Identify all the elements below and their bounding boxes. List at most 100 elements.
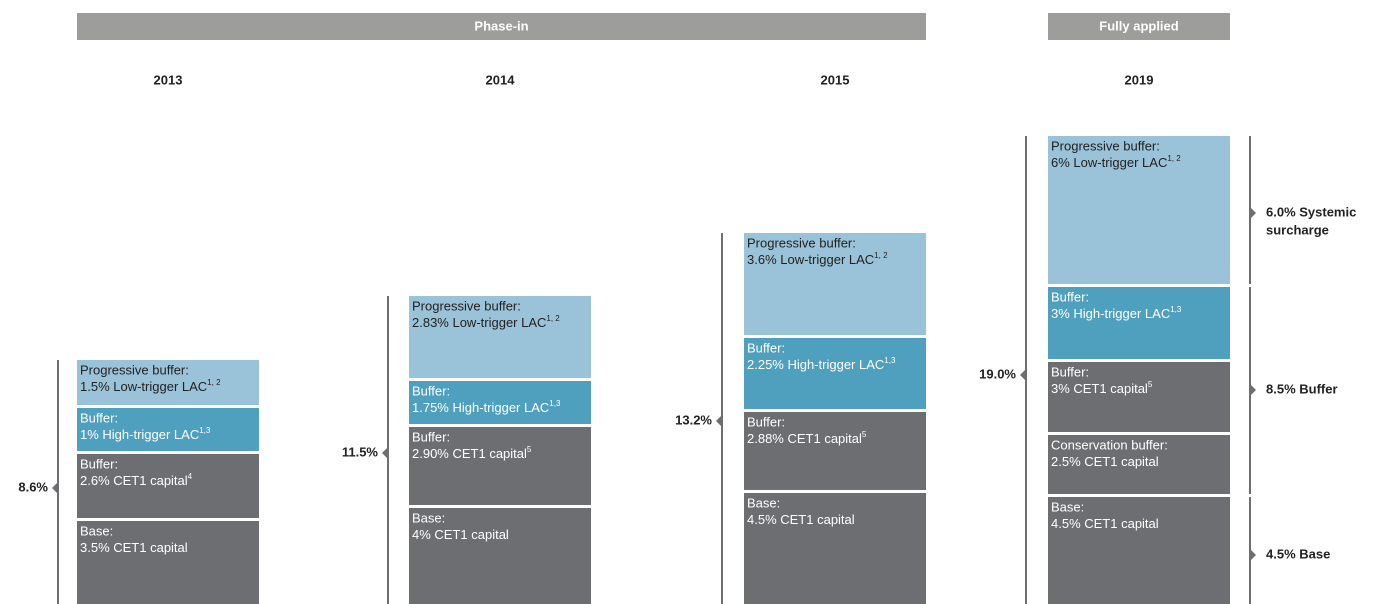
right-arrow (1250, 549, 1256, 561)
block (1048, 435, 1230, 494)
block (1048, 287, 1230, 359)
block (409, 427, 591, 505)
block-title: Buffer: (80, 456, 118, 471)
block-title: Base: (80, 523, 113, 538)
right-arrow (1250, 207, 1256, 219)
footnote-ref: 1,3 (1170, 305, 1182, 314)
block-title: Base: (412, 510, 445, 525)
block (409, 381, 591, 424)
block-text: 2.25% High-trigger LAC1,3 (747, 356, 896, 372)
block-text-main: 6% Low-trigger LAC (1051, 155, 1167, 170)
block (744, 493, 926, 604)
block-text: 3% CET1 capital5 (1051, 380, 1153, 396)
footnote-ref: 1,3 (199, 426, 211, 435)
block-text: 6% Low-trigger LAC1, 2 (1051, 154, 1181, 170)
block-title: Base: (747, 495, 780, 510)
block-text: 2.90% CET1 capital5 (412, 445, 532, 461)
block-text-main: 1.5% Low-trigger LAC (80, 379, 207, 394)
block-text: 4% CET1 capital (412, 527, 509, 542)
header-bar (77, 13, 926, 40)
block-title: Progressive buffer: (412, 298, 521, 313)
block-title: Buffer: (1051, 364, 1089, 379)
block (77, 408, 259, 451)
header-label: Phase-in (474, 18, 528, 33)
block-title: Progressive buffer: (1051, 138, 1160, 153)
block-text: 2.5% CET1 capital (1051, 454, 1159, 469)
block-title: Buffer: (412, 383, 450, 398)
block-text-main: 2.5% CET1 capital (1051, 454, 1159, 469)
block (77, 360, 259, 405)
bracket-label: 6.0% Systemic (1266, 204, 1356, 219)
total-label: 11.5% (342, 444, 379, 459)
bracket-label: 4.5% Base (1266, 546, 1330, 561)
footnote-ref: 5 (862, 430, 867, 439)
block-title: Buffer: (747, 340, 785, 355)
footnote-ref: 1, 2 (1167, 154, 1181, 163)
footnote-ref: 1, 2 (207, 378, 221, 387)
block-text: 1% High-trigger LAC1,3 (80, 426, 211, 442)
block (1048, 136, 1230, 284)
block-text-main: 3.6% Low-trigger LAC (747, 252, 874, 267)
year-label: 2013 (154, 72, 183, 87)
block-text-main: 1% High-trigger LAC (80, 427, 199, 442)
block (77, 521, 259, 604)
block-title: Conservation buffer: (1051, 437, 1168, 452)
block-text: 3% High-trigger LAC1,3 (1051, 305, 1182, 321)
bracket-arrow (716, 415, 722, 427)
total-label: 8.6% (18, 479, 48, 494)
block-title: Buffer: (747, 414, 785, 429)
bracket-label: 8.5% Buffer (1266, 381, 1338, 396)
block-text: 1.5% Low-trigger LAC1, 2 (80, 378, 221, 394)
block (744, 412, 926, 490)
block-text-main: 2.90% CET1 capital (412, 446, 527, 461)
block (744, 338, 926, 409)
year-label: 2015 (821, 72, 850, 87)
block-text-main: 4% CET1 capital (412, 527, 509, 542)
block-text-main: 3.5% CET1 capital (80, 540, 188, 555)
bracket-label: surcharge (1266, 222, 1329, 237)
block-title: Buffer: (1051, 289, 1089, 304)
block-text: 2.83% Low-trigger LAC1, 2 (412, 314, 560, 330)
block-text-main: 4.5% CET1 capital (747, 512, 855, 527)
block-text: 4.5% CET1 capital (1051, 516, 1159, 531)
total-label: 19.0% (979, 366, 1016, 381)
header-label: Fully applied (1099, 18, 1179, 33)
year-label: 2014 (486, 72, 516, 87)
block-title: Buffer: (412, 429, 450, 444)
block (77, 454, 259, 518)
block-text-main: 4.5% CET1 capital (1051, 516, 1159, 531)
block-title: Base: (1051, 499, 1084, 514)
block-text: 4.5% CET1 capital (747, 512, 855, 527)
footnote-ref: 1, 2 (874, 251, 888, 260)
block-text: 3.6% Low-trigger LAC1, 2 (747, 251, 888, 267)
bracket-arrow (382, 447, 388, 459)
bracket-arrow (52, 482, 58, 494)
block-text: 2.6% CET1 capital4 (80, 472, 193, 488)
block-text-main: 2.25% High-trigger LAC (747, 357, 884, 372)
block-text: 2.88% CET1 capital5 (747, 430, 867, 446)
block-text-main: 2.88% CET1 capital (747, 431, 862, 446)
year-label: 2019 (1125, 72, 1154, 87)
block (1048, 497, 1230, 604)
block (409, 508, 591, 604)
block-text-main: 3% High-trigger LAC (1051, 306, 1170, 321)
footnote-ref: 1,3 (884, 356, 896, 365)
footnote-ref: 5 (527, 445, 532, 454)
block (1048, 362, 1230, 432)
block-title: Buffer: (80, 410, 118, 425)
block (744, 233, 926, 335)
block-text-main: 2.6% CET1 capital (80, 473, 188, 488)
footnote-ref: 5 (1148, 380, 1153, 389)
block-text-main: 3% CET1 capital (1051, 381, 1148, 396)
total-label: 13.2% (675, 412, 712, 427)
block-text: 1.75% High-trigger LAC1,3 (412, 399, 561, 415)
right-arrow (1250, 384, 1256, 396)
bracket-arrow (1020, 369, 1026, 381)
block-text-main: 2.83% Low-trigger LAC (412, 315, 546, 330)
footnote-ref: 4 (188, 472, 193, 481)
block (409, 296, 591, 378)
block-title: Progressive buffer: (80, 362, 189, 377)
block-title: Progressive buffer: (747, 235, 856, 250)
block-text-main: 1.75% High-trigger LAC (412, 400, 549, 415)
